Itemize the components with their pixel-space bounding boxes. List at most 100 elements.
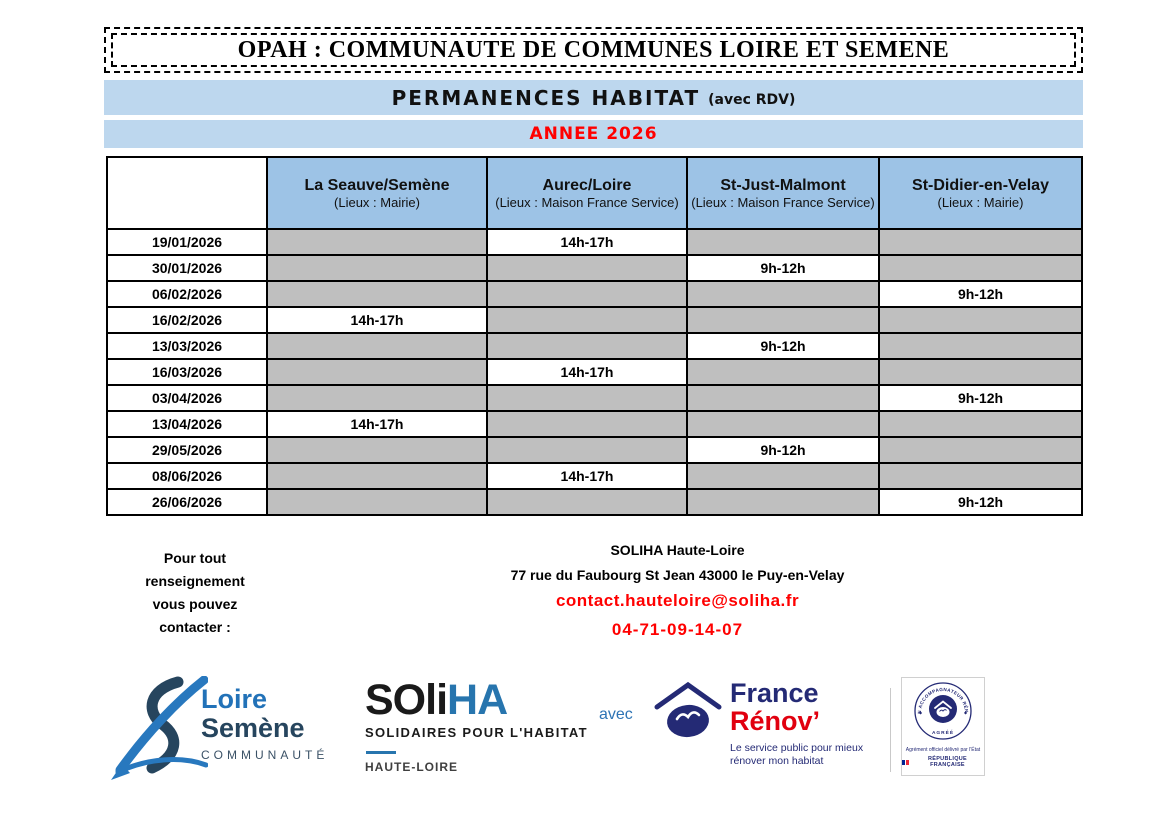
empty-cell	[686, 280, 880, 308]
soliha-rule	[366, 751, 396, 754]
soliha-wordmark-blue: HA	[447, 676, 508, 724]
subtitle-band: PERMANENCES HABITAT (avec RDV)	[104, 80, 1083, 115]
empty-cell	[686, 384, 880, 412]
contact-intro: Pour tout renseignement vous pouvez cont…	[120, 547, 270, 639]
empty-cell	[486, 488, 688, 516]
empty-cell	[878, 436, 1083, 464]
empty-cell	[878, 462, 1083, 490]
time-cell: 14h-17h	[486, 228, 688, 256]
date-cell: 13/04/2026	[106, 410, 268, 438]
empty-cell	[486, 384, 688, 412]
table-row: 30/01/2026 9h-12h	[106, 254, 1083, 282]
time-cell: 14h-17h	[486, 358, 688, 386]
empty-cell	[266, 228, 488, 256]
column-header: La Seauve/Semène (Lieux : Mairie)	[266, 156, 488, 230]
empty-cell	[266, 332, 488, 360]
schedule-table: La Seauve/Semène (Lieux : Mairie) Aurec/Lo…	[106, 156, 1083, 516]
corner-cell	[106, 156, 268, 230]
subtitle-text: PERMANENCES HABITAT	[391, 85, 701, 110]
table-row: 08/06/2026 14h-17h	[106, 462, 1083, 490]
table-row: 19/01/2026 14h-17h	[106, 228, 1083, 256]
date-cell: 03/04/2026	[106, 384, 268, 412]
table-row: 26/06/2026 9h-12h	[106, 488, 1083, 516]
schedule-table-wrapper: La Seauve/Semène (Lieux : Mairie) Aurec/Lo…	[106, 156, 1083, 516]
contact-email: contact.hauteloire@soliha.fr	[555, 591, 800, 610]
soliha-wordmark-black: SOli	[365, 676, 448, 724]
empty-cell	[266, 384, 488, 412]
empty-cell	[878, 254, 1083, 282]
soliha-wordmark: SOliHA	[365, 679, 588, 722]
date-cell: 19/01/2026	[106, 228, 268, 256]
empty-cell	[878, 228, 1083, 256]
year-band: ANNEE 2026	[104, 120, 1083, 148]
date-cell: 30/01/2026	[106, 254, 268, 282]
svg-text:◆: ◆	[964, 710, 968, 715]
soliha-region: HAUTE-LOIRE	[365, 760, 458, 774]
empty-cell	[878, 358, 1083, 386]
date-cell: 06/02/2026	[106, 280, 268, 308]
time-cell: 14h-17h	[266, 306, 488, 334]
time-cell: 9h-12h	[878, 384, 1083, 412]
empty-cell	[686, 358, 880, 386]
title-box-outer: OPAH : COMMUNAUTE DE COMMUNES LOIRE ET S…	[104, 27, 1083, 73]
soliha-logo: SOliHA SOLIDAIRES POUR L'HABITAT HAUTE-L…	[365, 679, 588, 775]
avec-text: avec	[599, 706, 633, 723]
table-row: 13/03/2026 9h-12h	[106, 332, 1083, 360]
loire-semene-logo: Loire Semène COMMUNAUTÉ	[201, 684, 328, 762]
agrement-seal-icon: MON ACCOMPAGNATEUR RÉNOV’ ◆ ◆ AGRÉÉ	[911, 677, 972, 740]
empty-cell	[486, 410, 688, 438]
date-cell: 16/03/2026	[106, 358, 268, 386]
french-flag-icon	[902, 759, 909, 765]
empty-cell	[486, 436, 688, 464]
empty-cell	[878, 332, 1083, 360]
subtitle-note: (avec RDV)	[708, 91, 796, 108]
france-text: France	[730, 678, 819, 708]
date-cell: 08/06/2026	[106, 462, 268, 490]
page-title: OPAH : COMMUNAUTE DE COMMUNES LOIRE ET S…	[237, 36, 950, 63]
semene-text: Semène	[201, 713, 305, 743]
empty-cell	[878, 306, 1083, 334]
logo-divider	[890, 688, 891, 772]
seal-bottom-text: AGRÉÉ	[932, 728, 954, 736]
empty-cell	[686, 462, 880, 490]
time-cell: 9h-12h	[686, 332, 880, 360]
contact-details: SOLIHA Haute-Loire 77 rue du Faubourg St…	[395, 542, 960, 640]
empty-cell	[486, 280, 688, 308]
empty-cell	[686, 410, 880, 438]
table-row: 16/02/2026 14h-17h	[106, 306, 1083, 334]
empty-cell	[266, 488, 488, 516]
time-cell: 9h-12h	[686, 436, 880, 464]
badge-republique-text: RÉPUBLIQUE FRANÇAISE	[927, 756, 968, 768]
contact-address: 77 rue du Faubourg St Jean 43000 le Puy-…	[510, 567, 845, 583]
empty-cell	[686, 306, 880, 334]
empty-cell	[486, 306, 688, 334]
table-row: 29/05/2026 9h-12h	[106, 436, 1083, 464]
france-renov-tagline-2: rénover mon habitat	[730, 755, 824, 767]
empty-cell	[686, 488, 880, 516]
empty-cell	[266, 436, 488, 464]
soliha-tagline: SOLIDAIRES POUR L'HABITAT	[365, 725, 588, 740]
contact-intro-line: vous pouvez	[152, 596, 238, 612]
contact-intro-line: contacter :	[159, 619, 231, 635]
table-row: 03/04/2026 9h-12h	[106, 384, 1083, 412]
loire-text: Loire	[201, 684, 268, 714]
empty-cell	[266, 280, 488, 308]
empty-cell	[686, 228, 880, 256]
empty-cell	[486, 254, 688, 282]
contact-intro-line: Pour tout	[163, 550, 227, 566]
table-row: 13/04/2026 14h-17h	[106, 410, 1083, 438]
date-cell: 13/03/2026	[106, 332, 268, 360]
column-header: Aurec/Loire (Lieux : Maison France Servic…	[486, 156, 688, 230]
france-renov-logo: France Rénov’ Le service public pour mie…	[652, 680, 863, 768]
france-renov-tagline-1: Le service public pour mieux	[730, 742, 864, 754]
time-cell: 9h-12h	[878, 488, 1083, 516]
loire-semene-swoosh-icon	[108, 675, 209, 787]
time-cell: 14h-17h	[266, 410, 488, 438]
time-cell: 9h-12h	[878, 280, 1083, 308]
date-cell: 26/06/2026	[106, 488, 268, 516]
badge-agrement-text: Agrément officiel délivré par l’État	[905, 747, 981, 753]
empty-cell	[878, 410, 1083, 438]
renov-text: Rénov’	[730, 706, 821, 736]
column-header: St-Didier-en-Velay (Lieux : Mairie)	[878, 156, 1083, 230]
